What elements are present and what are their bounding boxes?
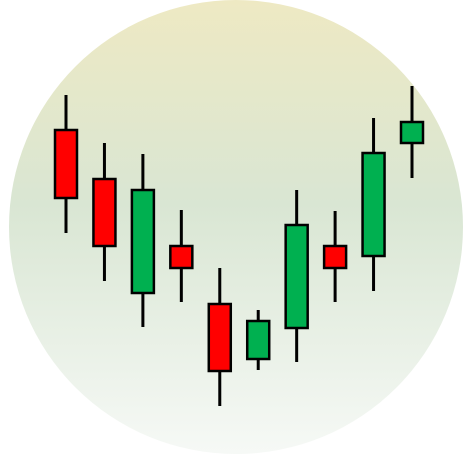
candle-body bbox=[92, 177, 117, 248]
candle-body bbox=[284, 223, 309, 330]
candle-body bbox=[322, 244, 348, 270]
candle-body bbox=[399, 120, 425, 145]
candle-body bbox=[130, 188, 156, 295]
candle-body bbox=[53, 128, 79, 200]
candle-body bbox=[207, 302, 233, 373]
background-circle bbox=[9, 0, 463, 454]
candle-body bbox=[169, 244, 194, 270]
candle-body bbox=[245, 319, 271, 361]
candle-body bbox=[361, 151, 386, 258]
